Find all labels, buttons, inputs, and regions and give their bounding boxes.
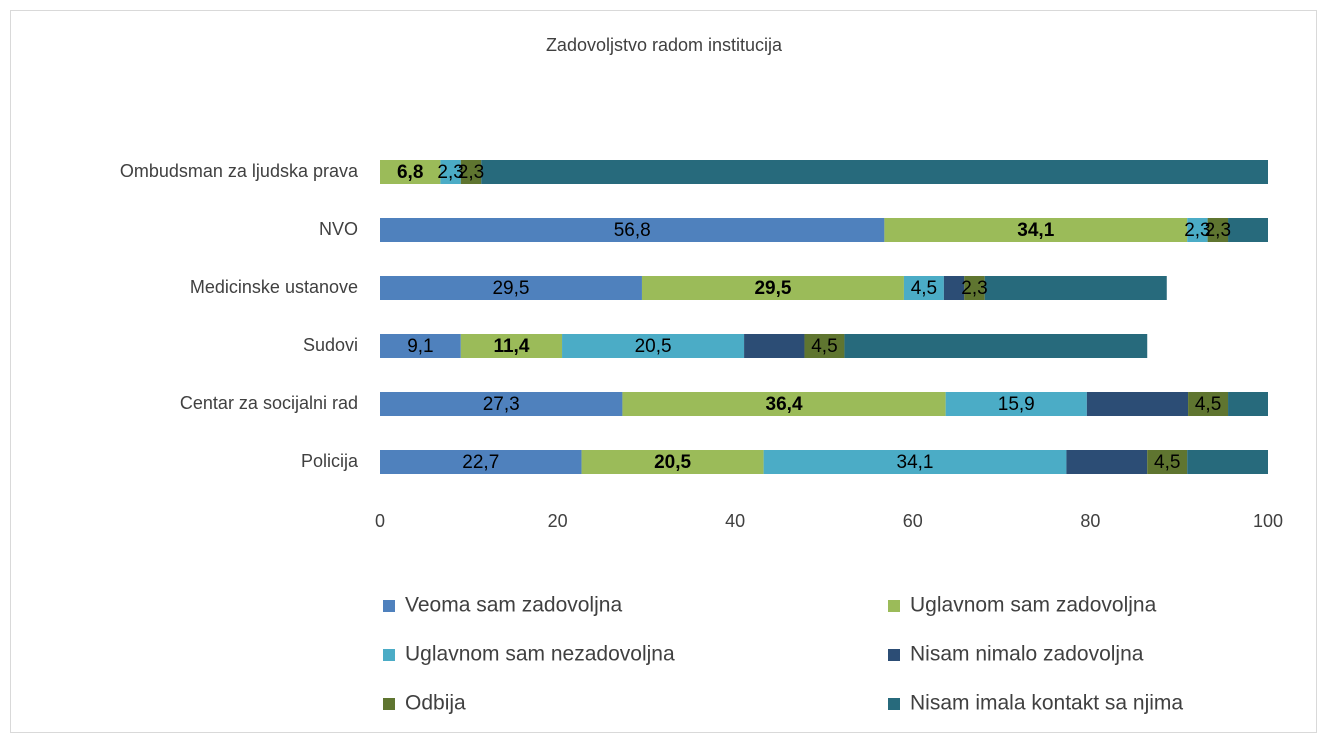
- bar-segment: [1187, 218, 1208, 242]
- legend-swatch: [383, 649, 395, 661]
- bar-segment: [763, 450, 1067, 474]
- bar-segment: [581, 450, 764, 474]
- bar-segment: [562, 334, 745, 358]
- bar-segment: [481, 160, 1268, 184]
- y-tick-label: Sudovi: [303, 335, 358, 355]
- y-tick-label: Ombudsman za ljudska prava: [120, 161, 359, 181]
- data-label: 2,3: [1205, 220, 1231, 241]
- data-label: 36,4: [766, 394, 803, 415]
- data-label: 2,3: [458, 162, 484, 183]
- x-tick-label: 100: [1253, 511, 1283, 531]
- bar-segment: [1187, 450, 1268, 474]
- bar-segment: [440, 160, 461, 184]
- bar-segment: [804, 334, 845, 358]
- data-label: 15,9: [998, 394, 1035, 415]
- chart-border: [10, 10, 1317, 733]
- bar-segment: [844, 334, 1148, 358]
- data-label: 4,5: [1195, 394, 1221, 415]
- bar-segment: [1147, 450, 1188, 474]
- data-label: 34,1: [1017, 220, 1054, 241]
- x-tick-label: 20: [548, 511, 568, 531]
- data-label: 20,5: [635, 336, 672, 357]
- y-tick-label: Policija: [301, 451, 359, 471]
- bar-segment: [460, 334, 563, 358]
- x-tick-label: 80: [1080, 511, 1100, 531]
- bar-segment: [380, 450, 582, 474]
- bar-segment: [380, 218, 885, 242]
- y-tick-label: NVO: [319, 219, 358, 239]
- legend-label: Uglavnom sam zadovoljna: [910, 594, 1157, 617]
- bar-segment: [1086, 392, 1189, 416]
- x-tick-label: 60: [903, 511, 923, 531]
- data-label: 11,4: [493, 336, 529, 357]
- data-label: 4,5: [1154, 452, 1180, 473]
- legend-swatch: [383, 600, 395, 612]
- bar-segment: [1066, 450, 1148, 474]
- y-tick-label: Centar za socijalni rad: [180, 393, 358, 413]
- data-label: 2,3: [1184, 220, 1210, 241]
- bar-segment: [380, 276, 642, 300]
- legend-label: Uglavnom sam nezadovoljna: [405, 643, 675, 666]
- bar-segment: [641, 276, 904, 300]
- bar-segment: [1207, 218, 1229, 242]
- bar-segment: [945, 392, 1087, 416]
- bar-segment: [884, 218, 1188, 242]
- data-label: 4,5: [911, 278, 937, 299]
- bar-segment: [380, 392, 623, 416]
- data-label: 6,8: [397, 162, 423, 183]
- data-label: 34,1: [897, 452, 934, 473]
- data-label: 20,5: [654, 452, 691, 473]
- bar-segment: [964, 276, 985, 300]
- bar-segment: [943, 276, 965, 300]
- data-label: 4,5: [811, 336, 837, 357]
- bar-segment: [380, 160, 441, 184]
- bar-segment: [744, 334, 805, 358]
- bar-segment: [903, 276, 944, 300]
- data-label: 27,3: [483, 394, 520, 415]
- legend-label: Odbija: [405, 692, 466, 715]
- bar-segment: [1228, 218, 1268, 242]
- legend-label: Nisam nimalo zadovoljna: [910, 643, 1144, 666]
- legend-swatch: [888, 600, 900, 612]
- data-label: 29,5: [492, 278, 529, 299]
- data-label: 2,3: [437, 162, 463, 183]
- bar-segment: [380, 334, 461, 358]
- data-label: 56,8: [614, 220, 651, 241]
- x-tick-label: 0: [375, 511, 385, 531]
- legend-label: Nisam imala kontakt sa njima: [910, 692, 1183, 715]
- bar-segment: [1188, 392, 1229, 416]
- bar-segment: [460, 160, 482, 184]
- legend-label: Veoma sam zadovoljna: [405, 594, 622, 617]
- data-label: 29,5: [754, 278, 791, 299]
- y-tick-label: Medicinske ustanove: [190, 277, 358, 297]
- bar-segment: [1228, 392, 1268, 416]
- legend-swatch: [888, 649, 900, 661]
- data-label: 22,7: [462, 452, 499, 473]
- legend-swatch: [888, 698, 900, 710]
- legend-swatch: [383, 698, 395, 710]
- data-label: 9,1: [407, 336, 433, 357]
- chart-title: Zadovoljstvo radom institucija: [546, 35, 783, 55]
- data-label: 2,3: [961, 278, 987, 299]
- x-tick-label: 40: [725, 511, 745, 531]
- bar-segment: [984, 276, 1167, 300]
- bar-segment: [622, 392, 946, 416]
